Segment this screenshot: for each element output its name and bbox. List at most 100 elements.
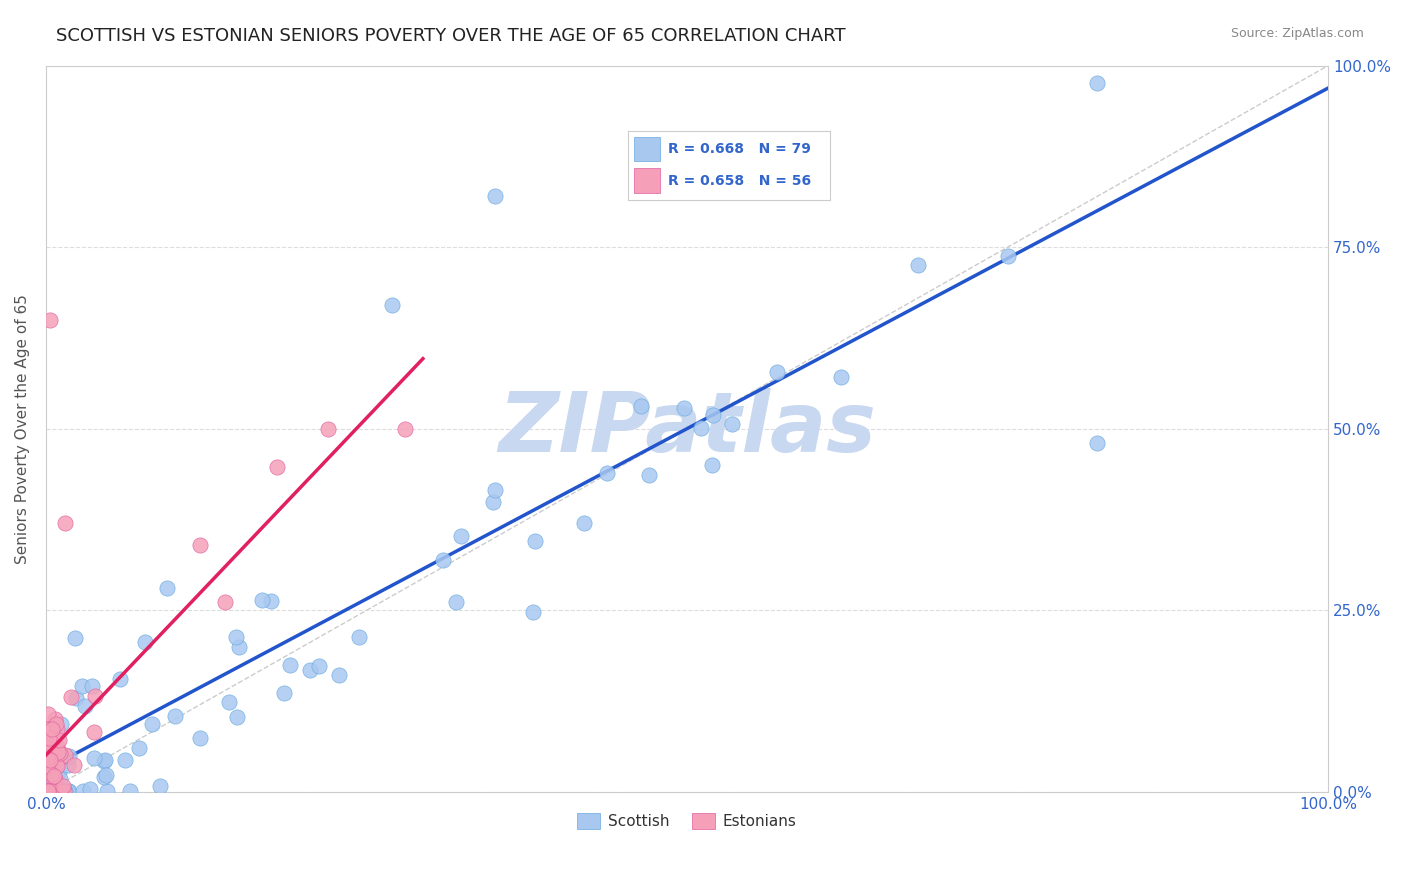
Point bbox=[56, 757, 79, 772]
Point bbox=[46, 784, 69, 798]
Point bbox=[128, 741, 150, 756]
Point bbox=[39, 784, 62, 798]
Point bbox=[141, 716, 163, 731]
Point bbox=[702, 458, 724, 472]
Point bbox=[273, 686, 295, 700]
Point bbox=[278, 658, 301, 673]
Point bbox=[45, 784, 67, 798]
Point bbox=[42, 769, 65, 783]
Text: ZIPatlas: ZIPatlas bbox=[498, 388, 876, 469]
Point bbox=[120, 784, 142, 798]
Point bbox=[48, 764, 70, 779]
Point bbox=[37, 784, 59, 798]
Point bbox=[37, 754, 59, 768]
Point bbox=[38, 722, 60, 736]
Point bbox=[41, 784, 63, 798]
Point bbox=[65, 691, 87, 706]
Point bbox=[39, 754, 62, 768]
Point bbox=[44, 712, 66, 726]
Point bbox=[93, 770, 115, 784]
Point bbox=[41, 723, 63, 737]
Point bbox=[214, 595, 236, 609]
Point bbox=[59, 690, 82, 704]
Point bbox=[484, 189, 506, 203]
Point bbox=[44, 750, 66, 764]
Point bbox=[39, 775, 62, 789]
Point bbox=[72, 784, 94, 798]
Point bbox=[42, 784, 65, 798]
Point bbox=[52, 779, 75, 793]
Point bbox=[51, 717, 73, 731]
Point bbox=[228, 640, 250, 654]
Point bbox=[45, 784, 67, 798]
Point bbox=[37, 751, 59, 765]
Text: Source: ZipAtlas.com: Source: ZipAtlas.com bbox=[1230, 27, 1364, 40]
Point bbox=[46, 756, 69, 770]
Point bbox=[37, 759, 59, 773]
Point bbox=[45, 716, 67, 731]
Point bbox=[765, 365, 787, 379]
Point bbox=[381, 298, 404, 312]
Point bbox=[37, 784, 59, 798]
Point bbox=[52, 784, 75, 798]
Point bbox=[39, 767, 62, 781]
Point bbox=[45, 784, 67, 798]
Point bbox=[39, 784, 62, 798]
Point bbox=[298, 663, 321, 677]
Point bbox=[38, 750, 60, 764]
Point bbox=[41, 770, 63, 784]
Point bbox=[96, 784, 118, 798]
Point bbox=[44, 731, 66, 746]
Point bbox=[596, 467, 619, 481]
Point bbox=[394, 422, 416, 436]
FancyBboxPatch shape bbox=[634, 169, 661, 193]
Text: R = 0.658   N = 56: R = 0.658 N = 56 bbox=[668, 174, 811, 187]
Point bbox=[225, 630, 247, 644]
Point bbox=[39, 784, 62, 798]
Point bbox=[39, 754, 62, 768]
Point bbox=[45, 739, 67, 753]
Point bbox=[38, 747, 60, 762]
Point bbox=[38, 752, 60, 766]
Point bbox=[218, 695, 240, 709]
Point bbox=[672, 401, 695, 415]
Point bbox=[720, 417, 742, 432]
Point bbox=[46, 722, 69, 736]
Point bbox=[83, 724, 105, 739]
Point bbox=[450, 529, 472, 543]
Y-axis label: Seniors Poverty Over the Age of 65: Seniors Poverty Over the Age of 65 bbox=[15, 293, 30, 564]
Point bbox=[51, 784, 73, 798]
Point bbox=[907, 258, 929, 272]
Text: SCOTTISH VS ESTONIAN SENIORS POVERTY OVER THE AGE OF 65 CORRELATION CHART: SCOTTISH VS ESTONIAN SENIORS POVERTY OVE… bbox=[56, 27, 846, 45]
Point bbox=[316, 422, 339, 436]
Point bbox=[83, 751, 105, 765]
Point bbox=[830, 369, 852, 384]
Point bbox=[53, 784, 76, 798]
Point bbox=[37, 784, 59, 798]
Point bbox=[42, 747, 65, 762]
Text: R = 0.668   N = 79: R = 0.668 N = 79 bbox=[668, 142, 811, 156]
Point bbox=[522, 605, 544, 619]
Point bbox=[38, 313, 60, 327]
Point bbox=[45, 759, 67, 773]
Point bbox=[49, 747, 72, 761]
Point bbox=[997, 249, 1019, 263]
Point bbox=[482, 495, 505, 509]
Point bbox=[163, 709, 186, 723]
Point bbox=[349, 630, 371, 644]
Point bbox=[38, 731, 60, 745]
Point bbox=[37, 759, 59, 773]
Point bbox=[53, 516, 76, 531]
Point bbox=[70, 679, 93, 693]
Point bbox=[225, 710, 247, 724]
Point bbox=[93, 754, 115, 768]
Point bbox=[65, 631, 87, 645]
Point bbox=[58, 749, 80, 764]
Point bbox=[1085, 76, 1108, 90]
Point bbox=[188, 538, 211, 552]
Point bbox=[82, 679, 104, 693]
Point bbox=[108, 672, 131, 686]
Point bbox=[45, 743, 67, 757]
Point bbox=[48, 752, 70, 766]
Point bbox=[44, 772, 66, 787]
